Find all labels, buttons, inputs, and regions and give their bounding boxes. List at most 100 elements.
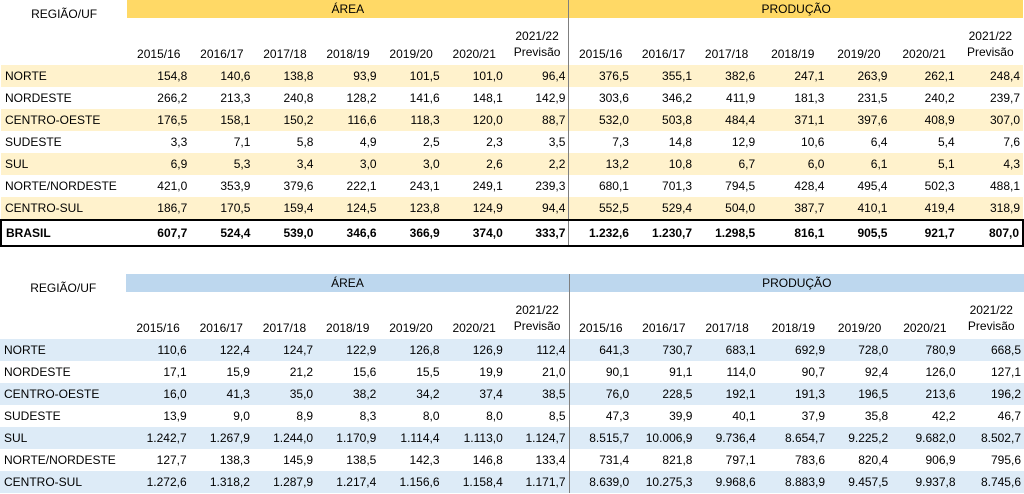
production-cell: 6,1 (827, 153, 891, 175)
area-cell: 34,2 (379, 383, 443, 405)
area-cell: 2,3 (486, 135, 503, 149)
production-cell: 794,5 (725, 179, 756, 193)
area-cell: 15,9 (226, 365, 250, 379)
area-cell: 133,4 (535, 453, 566, 467)
table-2: REGIÃO/UF ÁREA PRODUÇÃO 2015/16 2016/17 2017/… (0, 274, 1024, 493)
production-cell: 307,0 (957, 109, 1023, 131)
area-cell: 110,6 (126, 339, 190, 361)
production-cell: 783,6 (794, 453, 826, 467)
production-cell: 231,5 (857, 91, 888, 105)
area-cell: 148,1 (472, 91, 503, 105)
production-cell: 191,3 (758, 383, 829, 405)
production-cell: 37,9 (801, 409, 826, 423)
producao-year-header: 2015/16 (568, 18, 632, 65)
production-cell: 371,1 (758, 109, 828, 131)
area-cell: 38,5 (505, 383, 570, 405)
area-cell: 138,3 (219, 453, 250, 467)
production-cell: 14,8 (668, 135, 693, 149)
area-cell: 3,0 (379, 153, 443, 175)
table-row: NORTE/NORDESTE 127,7 138,3 145,9 138,5 142,3 1… (0, 449, 1024, 471)
area-year-header: 2016/17 (200, 47, 244, 61)
region-label: NORDESTE (5, 91, 72, 105)
production-cell: 9.682,0 (891, 427, 959, 449)
area-cell: 2,6 (442, 153, 506, 175)
table-row: NORDESTE 17,1 15,9 21,2 15,6 15,5 19,9 21,0 90,1… (0, 361, 1024, 383)
production-cell: 821,8 (662, 453, 693, 467)
area-year-header: 2016/17 (199, 321, 243, 335)
area-cell: 146,8 (472, 453, 503, 467)
area-cell: 7,1 (233, 135, 251, 149)
area-cell: 243,1 (409, 179, 440, 193)
area-cell: 333,7 (505, 219, 569, 247)
production-cell: 730,7 (632, 339, 696, 361)
area-cell: 88,7 (505, 109, 569, 131)
production-cell: 668,5 (958, 339, 1024, 361)
production-cell: 9.736,4 (695, 427, 759, 449)
table-row: NORDESTE 266,2 213,3 240,8 128,2 141,6 148,1 14… (1, 87, 1023, 109)
production-cell: 488,1 (989, 179, 1020, 193)
area-cell: 1.171,7 (505, 471, 570, 493)
area-cell: 366,9 (379, 219, 443, 247)
production-cell: 502,3 (924, 179, 955, 193)
area-cell: 141,6 (409, 91, 440, 105)
area-cell: 96,4 (505, 65, 569, 87)
production-cell: 780,9 (891, 339, 959, 361)
production-cell: 905,5 (827, 219, 891, 247)
production-cell: 318,9 (957, 197, 1023, 220)
table-row: SUDESTE 13,9 9,0 8,9 8,3 8,0 8,0 8,5 47,3 39,9 40,… (0, 405, 1024, 427)
area-cell: 3,3 (170, 135, 188, 149)
area-cell: 124,5 (316, 197, 380, 220)
production-cell: 701,3 (662, 179, 693, 193)
producao-year-header: 2019/20 (837, 47, 881, 61)
production-cell: 7,6 (1003, 135, 1020, 149)
area-cell: 8,3 (359, 409, 377, 423)
area-cell: 4,9 (359, 135, 377, 149)
production-cell: 807,0 (957, 219, 1024, 247)
area-cell: 5,3 (190, 153, 254, 175)
forecast-year: 2021/22 (515, 303, 559, 317)
area-cell: 116,6 (316, 109, 380, 131)
region-label: SUDESTE (4, 409, 61, 423)
header-row: REGIÃO/UF ÁREA PRODUÇÃO (1, 0, 1023, 20)
area-cell: 127,7 (156, 453, 187, 467)
region-label: NORTE/NORDESTE (4, 453, 116, 467)
area-cell: 145,9 (283, 453, 314, 467)
area-cell: 35,0 (252, 383, 317, 405)
table-row: CENTRO-OESTE 16,0 41,3 35,0 38,2 34,2 37,4 38,5… (0, 383, 1024, 405)
area-cell: 1.113,0 (442, 427, 506, 449)
area-cell: 154,8 (127, 65, 191, 87)
area-cell: 9,0 (233, 409, 250, 423)
production-cell: 503,8 (631, 109, 696, 131)
table-row: CENTRO-SUL 186,7 170,5 159,4 124,5 123,8 124,9… (1, 197, 1023, 220)
region-column-header: REGIÃO/UF (30, 281, 97, 295)
production-cell: 504,0 (695, 197, 759, 220)
producao-year-header: 2020/21 (903, 321, 947, 335)
area-cell: 128,2 (346, 91, 377, 105)
region-label: NORTE (0, 339, 127, 361)
area-year-header: 2021/22 Previsão (506, 18, 569, 65)
production-cell: 35,8 (864, 409, 889, 423)
area-cell: 379,6 (283, 179, 314, 193)
production-cell: 127,1 (990, 365, 1021, 379)
production-cell: 9.225,2 (828, 427, 892, 449)
production-cell: 419,4 (890, 197, 958, 220)
producao-year-header: 2017/18 (705, 321, 749, 335)
production-cell: 248,4 (957, 65, 1023, 87)
production-cell: 816,1 (758, 219, 828, 247)
area-year-header: 2020/21 (452, 321, 496, 335)
production-cell: 10.006,9 (632, 427, 696, 449)
area-cell: 170,5 (190, 197, 254, 220)
production-cell: 228,5 (632, 383, 696, 405)
production-cell: 213,6 (891, 383, 959, 405)
production-cell: 6,7 (695, 153, 759, 175)
production-cell: 387,7 (758, 197, 828, 220)
area-cell: 524,4 (190, 219, 254, 247)
producao-year-header: 2021/22 Previsão (959, 292, 1024, 339)
area-year-header: 2020/21 (452, 47, 496, 61)
area-cell: 8,5 (548, 409, 566, 423)
production-cell: 10.275,3 (632, 471, 696, 493)
area-cell: 1.318,2 (189, 471, 253, 493)
area-cell: 94,4 (505, 197, 569, 220)
producao-year-header: 2020/21 (902, 47, 946, 61)
area-year-header: 2015/16 (136, 321, 180, 335)
